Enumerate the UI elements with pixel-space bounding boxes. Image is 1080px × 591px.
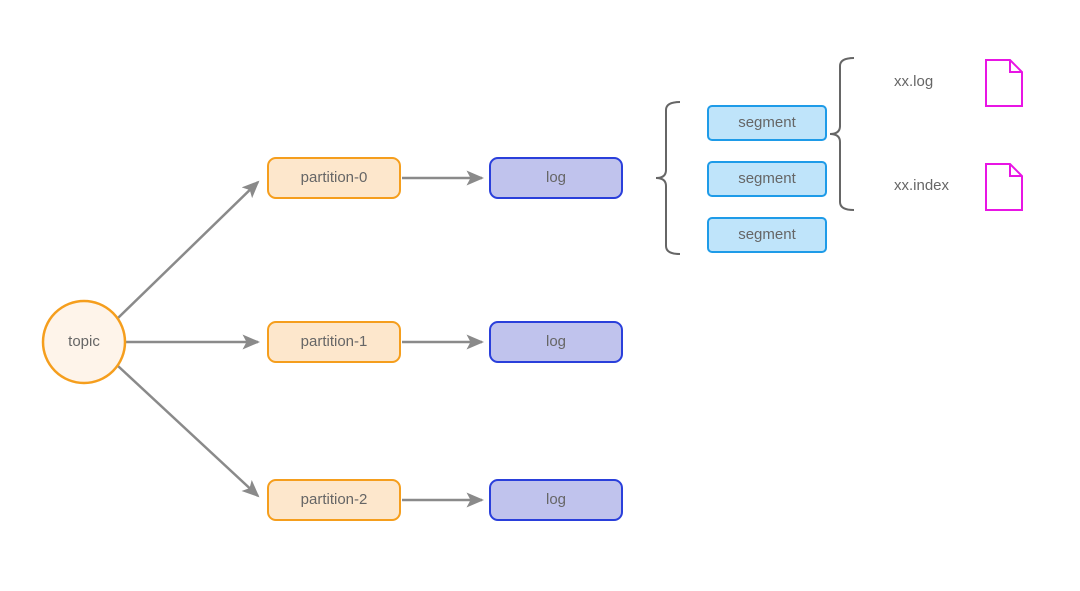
partition-label-0: partition-0 [301,169,368,186]
logs-group: log log log [490,158,622,520]
arrow-topic-partition2 [118,366,258,496]
log-label-2: log [546,491,566,508]
kafka-diagram: topic partition-0partition-1partition-2 … [0,0,1080,591]
log-label-1: log [546,333,566,350]
partition-label-2: partition-2 [301,491,368,508]
brace-left [656,102,680,254]
partitions-group: partition-0 partition-1 partition-2 [268,158,400,520]
files-group: xx.log xx.index [894,60,1022,210]
topic-node: topic [43,301,125,383]
segment-label-0: segment [738,114,796,131]
partition-label-1: partition-1 [301,333,368,350]
file-icon-1 [986,164,1022,210]
log-label-0: log [546,169,566,186]
brace-left-path [656,102,680,254]
file-icon-0 [986,60,1022,106]
topic-label: topic [68,333,100,350]
brace-right [830,58,854,210]
segments-group: segment segment segment [708,106,826,252]
brace-right-path [830,58,854,210]
segment-label-1: segment [738,170,796,187]
file-label-0: xx.log [894,73,933,90]
segment-label-2: segment [738,226,796,243]
file-label-1: xx.index [894,177,950,194]
arrow-topic-partition0 [118,182,258,318]
